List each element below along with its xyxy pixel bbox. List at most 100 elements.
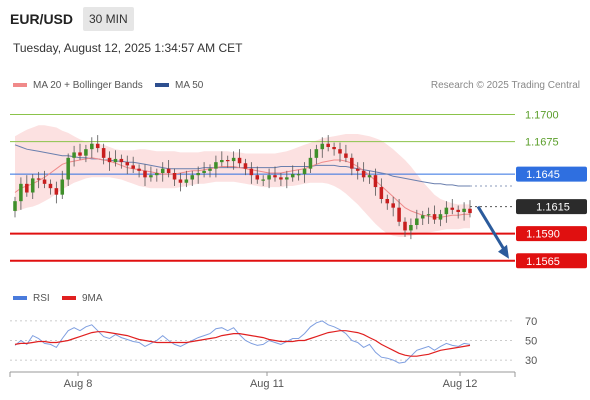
candle-down [456, 209, 460, 212]
candle-down [373, 175, 378, 188]
candle-up [285, 177, 289, 180]
rsi-level-label-50: 50 [525, 336, 537, 348]
candle-up [66, 157, 70, 180]
candle-down [119, 158, 124, 163]
candle-down [326, 143, 330, 147]
legend-ma50: MA 50 [155, 80, 203, 91]
9ma-swatch [62, 296, 76, 301]
candle-up [308, 157, 313, 169]
timestamp: Tuesday, August 12, 2025 1:34:57 AM CET [13, 41, 243, 55]
rsi-level-label-70: 70 [525, 316, 537, 328]
candle-down [225, 160, 230, 162]
x-tick-label: Aug 12 [443, 378, 478, 390]
candle-down [131, 165, 135, 169]
rsi-9ma-line [14, 330, 471, 357]
candle-down [137, 168, 141, 171]
candle-up [415, 218, 419, 225]
candle-down [468, 208, 472, 214]
candle-up [320, 143, 325, 150]
legend-ma20: MA 20 + Bollinger Bands [13, 80, 143, 91]
candle-up [214, 162, 218, 169]
level-tag-1.1645 [516, 166, 587, 182]
ma20-swatch [13, 83, 27, 88]
candle-up [13, 201, 17, 211]
level-label-1.1590: 1.1590 [526, 229, 560, 241]
rsi-swatch [13, 296, 27, 301]
candle-down [450, 207, 455, 210]
candle-down [25, 183, 29, 193]
research-credit: Research © 2025 Trading Central [430, 80, 580, 91]
rsi-level-label-30: 30 [525, 355, 537, 367]
rsi-line [14, 320, 471, 364]
candle-up [296, 174, 301, 176]
candle-down [332, 147, 336, 150]
candle-up [409, 225, 413, 231]
symbol-label: EUR/USD [10, 11, 74, 27]
candle-down [355, 168, 360, 171]
candle-up [444, 207, 449, 215]
candle-down [279, 177, 283, 180]
candle-up [202, 170, 206, 173]
candle-down [36, 178, 41, 180]
candle-up [60, 179, 65, 195]
candle-down [249, 168, 254, 176]
candle-down [273, 175, 277, 178]
candle-down [255, 175, 260, 180]
forecast-arrow-head [498, 244, 509, 259]
candle-down [350, 157, 354, 169]
candle-down [379, 187, 384, 199]
timeframe-badge[interactable]: 30 MIN [83, 7, 134, 31]
level-label-1.1645: 1.1645 [526, 169, 560, 181]
candle-up [267, 175, 271, 180]
candle-down [344, 153, 348, 158]
candle-up [155, 173, 159, 176]
candle-up [208, 168, 212, 171]
bollinger-band [15, 125, 470, 237]
candle-down [403, 221, 407, 231]
ma50-legend-label: MA 50 [175, 80, 204, 91]
candle-up [196, 173, 200, 176]
candle-down [243, 163, 248, 169]
candle-up [149, 175, 153, 178]
candle-up [290, 174, 295, 178]
candle-down [107, 157, 112, 163]
last-price-label: 1.1615 [536, 202, 570, 214]
candle-down [42, 179, 47, 184]
candle-up [426, 214, 431, 216]
candle-up [302, 168, 307, 175]
legend-9ma: 9MA [62, 293, 103, 304]
candle-up [30, 178, 35, 193]
candle-up [438, 214, 443, 220]
ma20-line [14, 157, 470, 218]
candle-up [84, 149, 88, 156]
9ma-legend-label: 9MA [82, 293, 103, 304]
candle-down [338, 149, 342, 154]
candle-down [432, 214, 437, 220]
candle-up [367, 175, 372, 178]
candle-up [160, 168, 165, 173]
candle-down [397, 207, 401, 222]
candle-down [391, 203, 395, 208]
ma50-swatch [155, 83, 169, 88]
candle-down [101, 148, 106, 158]
candle-up [113, 158, 118, 163]
ma50-line [14, 144, 470, 187]
candle-up [90, 143, 94, 150]
candle-down [385, 199, 390, 204]
last-price-tag [516, 199, 587, 215]
candle-up [420, 215, 425, 219]
level-tag-1.1590 [516, 226, 587, 242]
candle-up [314, 149, 319, 158]
level-label-1.1565: 1.1565 [526, 256, 560, 268]
x-tick-label: Aug 8 [64, 378, 93, 390]
level-tag-1.1565 [516, 253, 587, 269]
candle-down [172, 173, 177, 180]
candle-down [54, 188, 59, 195]
candle-up [261, 179, 265, 181]
x-tick-label: Aug 11 [250, 378, 284, 390]
candle-down [143, 170, 147, 178]
candle-down [48, 183, 53, 189]
forecast-arrow-shaft [476, 205, 508, 254]
level-label-1.1700: 1.1700 [525, 110, 559, 122]
